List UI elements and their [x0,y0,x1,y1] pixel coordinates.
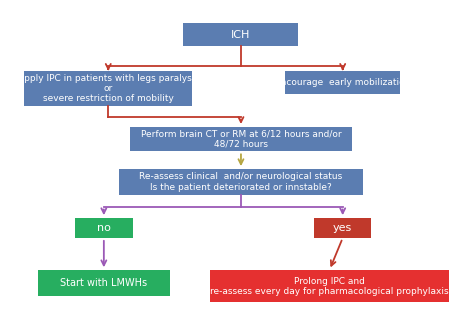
Text: Perform brain CT or RM at 6/12 hours and/or
48/72 hours: Perform brain CT or RM at 6/12 hours and… [141,129,341,149]
FancyBboxPatch shape [183,23,299,46]
FancyBboxPatch shape [37,270,170,296]
FancyBboxPatch shape [75,218,133,238]
FancyBboxPatch shape [130,127,352,151]
Text: ICH: ICH [231,30,251,40]
Text: Prolong IPC and
re-assess every day for pharmacological prophylaxis: Prolong IPC and re-assess every day for … [210,276,449,296]
Text: Start with LMWHs: Start with LMWHs [60,278,147,288]
FancyBboxPatch shape [314,218,372,238]
Text: no: no [97,223,111,233]
Text: Apply IPC in patients with legs paralysis
or
severe restriction of mobility: Apply IPC in patients with legs paralysi… [18,74,199,104]
Text: Encourage  early mobilization: Encourage early mobilization [275,78,410,87]
FancyBboxPatch shape [285,71,400,94]
Text: Re-assess clinical  and/or neurological status
Is the patient deteriorated or in: Re-assess clinical and/or neurological s… [139,172,343,192]
FancyBboxPatch shape [119,169,363,195]
FancyBboxPatch shape [210,270,449,302]
FancyBboxPatch shape [24,71,192,106]
Text: yes: yes [333,223,352,233]
